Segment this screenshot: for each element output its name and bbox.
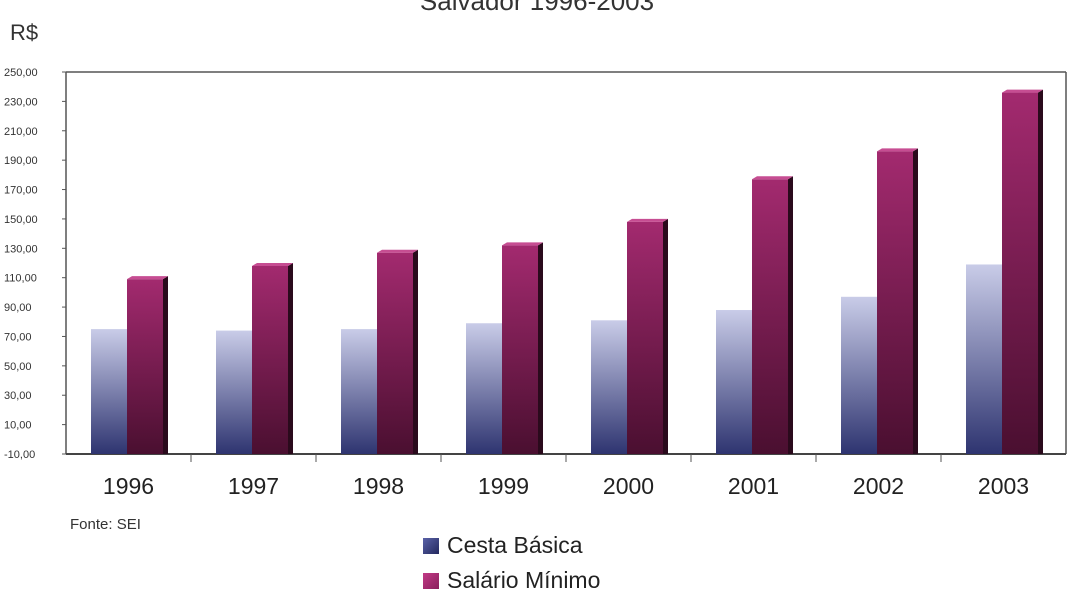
bar-cesta-basica-2001	[716, 310, 752, 454]
bar-salario-minimo-2001	[752, 179, 788, 454]
bar-salario-minimo-top	[252, 262, 293, 266]
chart-labels: -10,00 10,00 30,00 50,00 70,00 90,00 110,00 130…	[4, 67, 1029, 499]
bar-cesta-basica-1998	[341, 329, 377, 454]
bar-salario-minimo-top	[877, 148, 918, 152]
y-tick-label: 10,00	[4, 420, 32, 432]
y-axis-unit-label: R$	[10, 20, 39, 45]
bar-salario-minimo-top	[627, 218, 668, 222]
bar-salario-minimo-side	[1038, 89, 1043, 455]
source-note: Fonte: SEI	[70, 516, 141, 533]
y-tick-label: 90,00	[4, 302, 32, 314]
bar-cesta-basica-2000	[591, 320, 627, 454]
bar-cesta-basica-1996	[91, 329, 127, 454]
bar-salario-minimo-top	[1002, 89, 1043, 93]
bar-salario-minimo-top	[127, 276, 168, 280]
bar-cesta-basica-2003	[966, 264, 1002, 454]
y-tick-label: 210,00	[4, 126, 38, 138]
y-tick-label: 230,00	[4, 96, 38, 108]
legend-label-cesta-basica: Cesta Básica	[447, 532, 583, 558]
y-tick-label: 190,00	[4, 155, 38, 167]
chart-title: Salvador 1996-2003	[419, 0, 655, 16]
legend: Cesta Básica Salário Mínimo	[423, 528, 600, 598]
bar-cesta-basica-2002	[841, 296, 877, 454]
bar-salario-minimo-1996	[127, 279, 163, 454]
bar-salario-minimo-1999	[502, 245, 538, 454]
bar-salario-minimo-1998	[377, 252, 413, 454]
y-tick-label: 170,00	[4, 185, 38, 197]
y-tick-label: 110,00	[4, 273, 37, 285]
bar-salario-minimo-side	[413, 249, 418, 454]
x-tick-label: 2001	[728, 473, 779, 499]
bar-salario-minimo-side	[163, 276, 168, 454]
x-tick-label: 1999	[478, 473, 529, 499]
x-tick-label: 1997	[228, 473, 279, 499]
x-tick-label: 1998	[353, 473, 404, 499]
bar-salario-minimo-top	[377, 249, 418, 253]
y-tick-label: -10,00	[4, 449, 35, 461]
y-tick-label: 70,00	[4, 331, 32, 343]
bar-cesta-basica-1999	[466, 323, 502, 454]
legend-swatch-cesta-basica	[423, 537, 439, 554]
bar-salario-minimo-side	[288, 262, 293, 454]
legend-label-salario-minimo: Salário Mínimo	[447, 567, 601, 593]
x-tick-label: 2002	[853, 473, 904, 499]
y-tick-label: 130,00	[4, 243, 38, 255]
bar-salario-minimo-top	[752, 176, 793, 180]
chart-bars	[91, 89, 1043, 455]
x-tick-label: 2000	[603, 473, 654, 499]
bar-salario-minimo-side	[663, 218, 668, 454]
bar-salario-minimo-side	[913, 148, 918, 455]
bar-salario-minimo-2000	[627, 221, 663, 454]
bar-chart: -10,00 10,00 30,00 50,00 70,00 90,00 110,00 130…	[4, 67, 1067, 499]
x-tick-label: 2003	[978, 473, 1029, 499]
y-tick-label: 150,00	[4, 214, 38, 226]
y-tick-label: 250,00	[4, 67, 38, 79]
legend-item-salario-minimo: Salário Mínimo	[423, 563, 600, 598]
bar-salario-minimo-top	[502, 242, 543, 246]
legend-swatch-salario-minimo	[423, 572, 439, 589]
bar-salario-minimo-side	[788, 176, 793, 454]
bar-salario-minimo-side	[538, 242, 543, 454]
y-tick-label: 50,00	[4, 361, 32, 373]
y-tick-label: 30,00	[4, 390, 32, 402]
bar-cesta-basica-1997	[216, 330, 252, 454]
bar-salario-minimo-2002	[877, 151, 913, 455]
legend-item-cesta-basica: Cesta Básica	[423, 528, 600, 563]
x-tick-label: 1996	[103, 473, 154, 499]
bar-salario-minimo-1997	[252, 265, 288, 454]
bar-salario-minimo-2003	[1002, 92, 1038, 455]
